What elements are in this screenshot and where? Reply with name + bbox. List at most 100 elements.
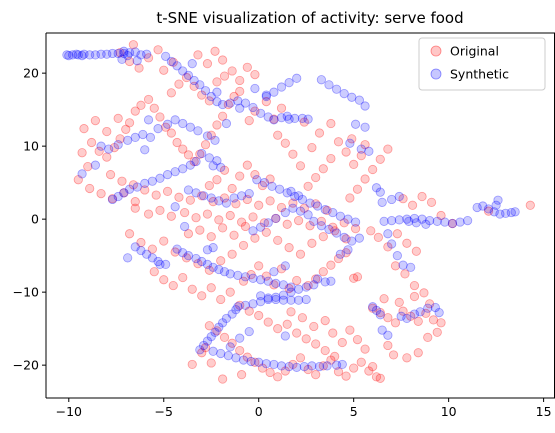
original-point: [320, 345, 330, 356]
original-point: [406, 311, 416, 321]
synthetic-point: [237, 191, 247, 201]
synthetic-point: [170, 167, 180, 177]
synthetic-point: [421, 219, 431, 229]
original-point: [311, 172, 321, 183]
synthetic-point: [324, 80, 334, 90]
synthetic-point: [233, 270, 243, 280]
synthetic-point: [183, 70, 194, 80]
original-point: [426, 197, 437, 207]
y-tick-label: 0: [31, 212, 39, 227]
original-point: [238, 276, 249, 286]
synthetic-point: [297, 113, 307, 124]
original-point: [322, 205, 332, 215]
synthetic-point: [377, 325, 387, 335]
synthetic-point: [102, 49, 112, 59]
original-point: [119, 188, 129, 198]
synthetic-point: [276, 82, 287, 92]
synthetic-point: [130, 242, 140, 252]
original-point: [248, 212, 258, 222]
synthetic-point: [252, 175, 262, 185]
x-tick-label: 5: [350, 404, 358, 419]
synthetic-point: [189, 75, 199, 86]
original-point: [263, 317, 273, 327]
synthetic-point: [200, 86, 211, 96]
original-point: [375, 154, 385, 164]
synthetic-point: [218, 99, 228, 110]
synthetic-point: [288, 203, 298, 213]
original-point: [159, 236, 169, 246]
synthetic-point: [278, 295, 289, 305]
synthetic-point: [153, 124, 163, 134]
original-point: [269, 280, 279, 290]
original-point: [238, 240, 249, 251]
original-point: [117, 176, 127, 186]
synthetic-point: [263, 276, 273, 286]
x-axis-ticks: −10 −5 0 5 10 15: [56, 398, 552, 419]
synthetic-point: [284, 78, 294, 88]
original-point: [409, 280, 420, 291]
original-point: [166, 88, 176, 98]
original-point: [305, 221, 315, 231]
synthetic-point: [195, 80, 205, 90]
original-point: [261, 97, 271, 107]
synthetic-point: [77, 169, 87, 179]
synthetic-point: [290, 113, 300, 124]
synthetic-point: [396, 311, 406, 321]
synthetic-point: [293, 284, 304, 294]
synthetic-point: [206, 91, 216, 102]
synthetic-point: [123, 51, 133, 61]
original-point: [303, 280, 313, 291]
original-point: [227, 338, 237, 348]
synthetic-point: [339, 232, 349, 242]
original-point: [297, 313, 307, 323]
original-point: [242, 160, 252, 170]
original-point: [212, 120, 222, 130]
chart-title: t-SNE visualization of activity: serve f…: [156, 9, 463, 27]
synthetic-point: [238, 355, 249, 365]
original-point: [204, 180, 214, 191]
original-point: [130, 106, 140, 116]
synthetic-point: [90, 50, 100, 60]
original-point: [178, 272, 188, 283]
synthetic-point: [299, 362, 309, 372]
synthetic-point: [320, 277, 330, 287]
original-point: [115, 134, 125, 144]
original-point: [356, 357, 366, 367]
original-point: [162, 186, 173, 197]
synthetic-point: [301, 282, 311, 292]
original-point: [168, 280, 178, 291]
original-point: [206, 130, 216, 140]
original-point: [307, 238, 317, 248]
synthetic-point: [267, 181, 277, 191]
original-point: [392, 229, 402, 239]
synthetic-point: [64, 51, 74, 61]
synthetic-point: [202, 259, 213, 270]
original-point: [204, 96, 214, 106]
original-point: [292, 275, 302, 286]
original-point: [261, 227, 271, 237]
original-point: [113, 113, 123, 124]
points-layer: [62, 40, 535, 384]
synthetic-point: [286, 287, 296, 297]
original-point: [383, 242, 393, 252]
original-point: [273, 235, 283, 245]
synthetic-point: [210, 135, 220, 145]
original-point: [254, 200, 264, 210]
original-point: [250, 170, 260, 180]
original-point: [246, 270, 256, 280]
synthetic-point: [280, 207, 290, 218]
synthetic-point: [491, 200, 501, 210]
synthetic-point: [214, 322, 224, 332]
synthetic-point: [510, 207, 520, 217]
synthetic-point: [392, 251, 402, 261]
original-point: [284, 243, 294, 253]
synthetic-point: [162, 170, 173, 180]
synthetic-point: [495, 209, 505, 219]
original-point: [360, 140, 370, 150]
original-point: [102, 126, 112, 137]
original-point: [293, 216, 304, 226]
synthetic-point: [269, 359, 279, 370]
synthetic-point: [261, 91, 271, 102]
original-point: [411, 246, 421, 256]
synthetic-point: [199, 340, 209, 351]
